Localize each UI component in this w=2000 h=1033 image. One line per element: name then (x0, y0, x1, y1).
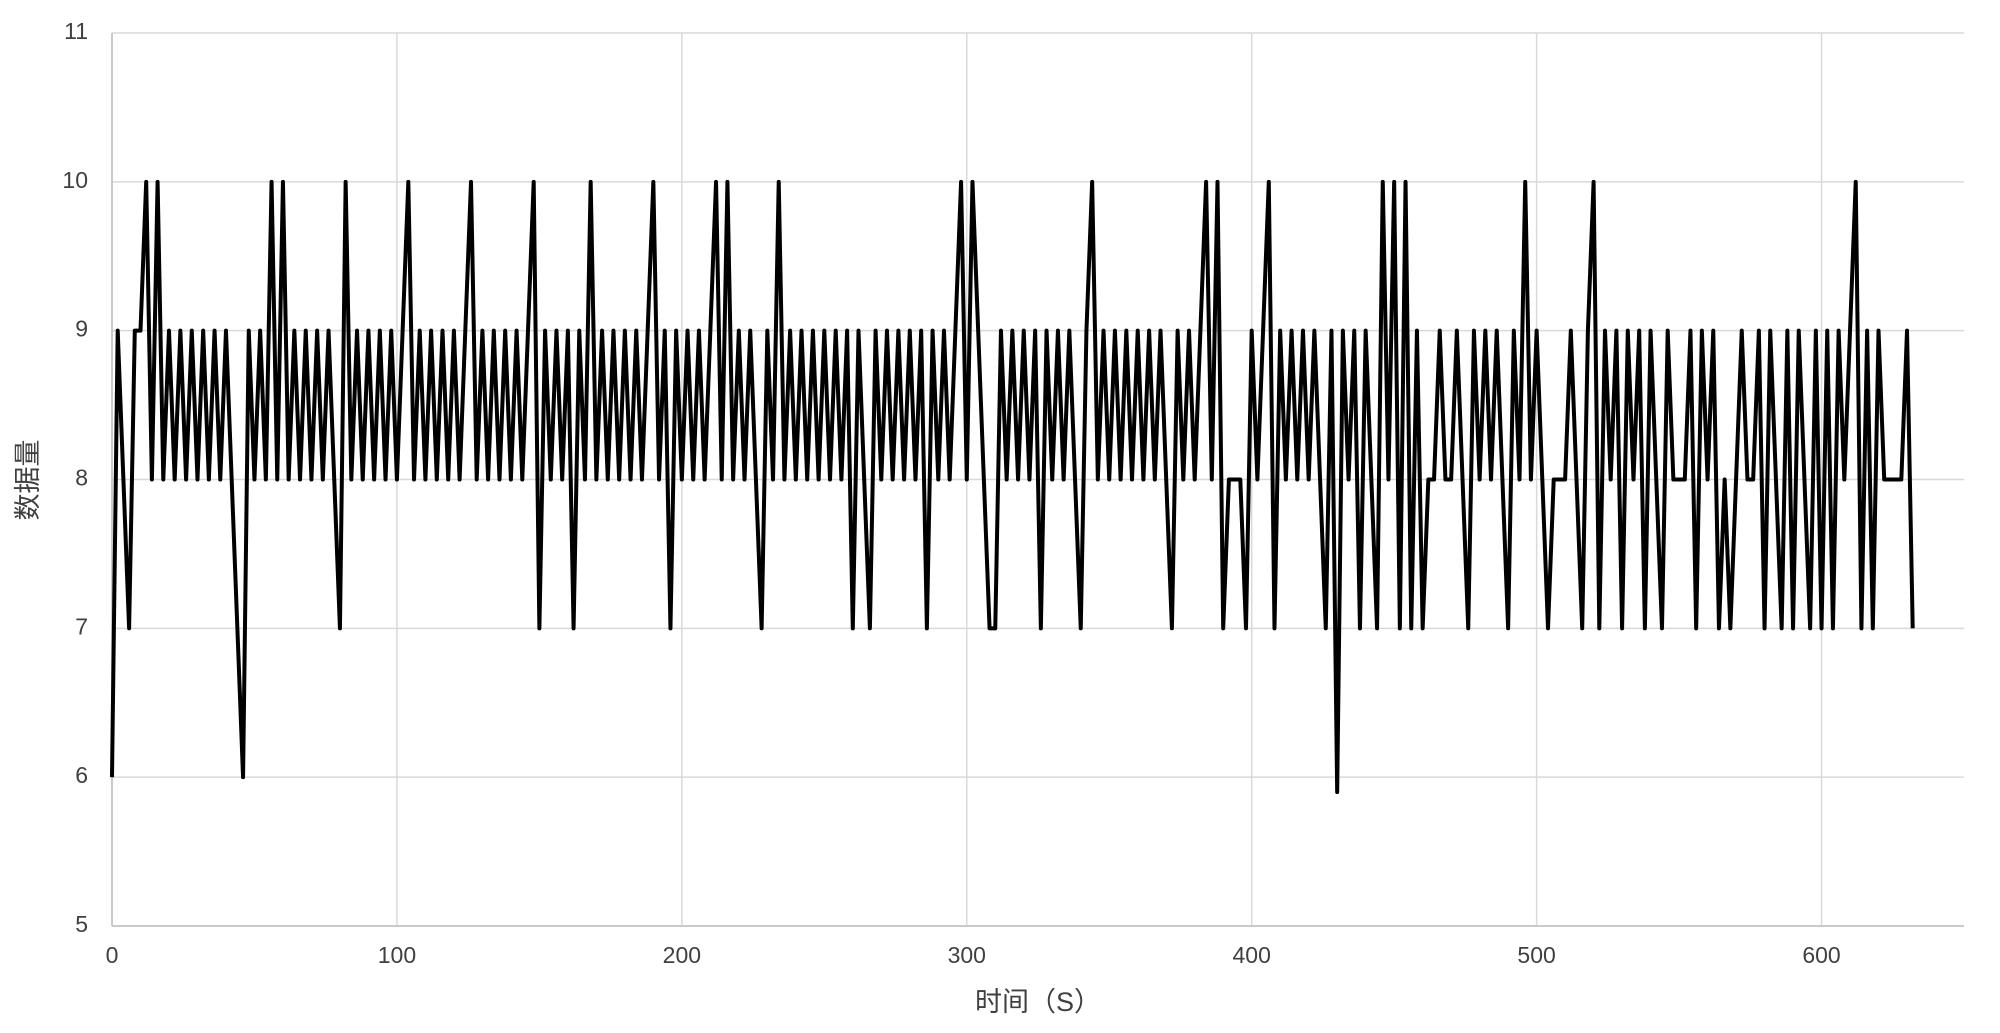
y-tick-label: 9 (75, 316, 88, 342)
y-tick-label: 11 (64, 18, 88, 44)
x-tick-label: 300 (948, 942, 986, 968)
x-tick-label: 600 (1802, 942, 1840, 968)
x-tick-label: 500 (1517, 942, 1555, 968)
data-line (110, 179, 1915, 795)
x-tick-label: 200 (663, 942, 701, 968)
x-tick-label: 400 (1233, 942, 1271, 968)
x-axis-title: 时间（S） (975, 987, 1101, 1017)
x-tick-label: 0 (106, 942, 119, 968)
y-tick-label: 5 (75, 911, 88, 937)
x-tick-label: 100 (378, 942, 416, 968)
y-axis-title: 数据量 (13, 440, 43, 521)
y-tick-label: 8 (75, 465, 88, 491)
y-tick-label: 10 (62, 167, 88, 193)
y-tick-label: 6 (75, 762, 88, 788)
plot-area (110, 179, 1915, 795)
y-tick-label: 7 (75, 613, 88, 639)
